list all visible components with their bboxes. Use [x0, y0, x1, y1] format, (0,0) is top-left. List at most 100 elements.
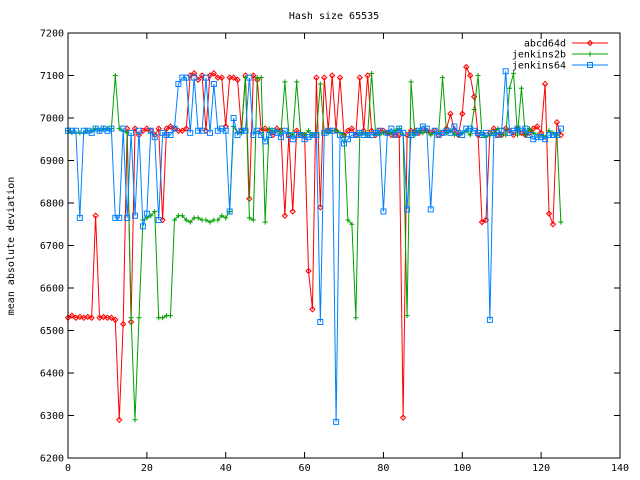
- data-point: [92, 212, 99, 219]
- data-point: [557, 125, 564, 132]
- data-point: [210, 70, 218, 77]
- data-point: [553, 119, 561, 126]
- data-point: [440, 75, 446, 81]
- data-point: [246, 74, 253, 81]
- data-point: [329, 127, 336, 134]
- data-point: [152, 209, 158, 214]
- data-point: [289, 136, 296, 143]
- data-point: [553, 132, 560, 138]
- data-point: [168, 313, 174, 319]
- data-point: [467, 132, 473, 138]
- data-point: [215, 217, 221, 223]
- data-point: [195, 127, 202, 134]
- data-point: [281, 212, 289, 219]
- legend-swatch-marker: [587, 62, 593, 68]
- data-point: [112, 214, 119, 221]
- data-point: [258, 75, 264, 81]
- data-point: [258, 132, 265, 138]
- x-tick-label: 120: [532, 463, 550, 474]
- data-point: [475, 73, 481, 78]
- y-tick-label: 7000: [40, 114, 64, 125]
- y-tick-label: 6500: [40, 326, 64, 337]
- data-point: [218, 74, 225, 81]
- x-tick-label: 0: [65, 463, 71, 474]
- data-point: [349, 221, 355, 227]
- data-point: [463, 63, 470, 71]
- x-tick-label: 100: [453, 463, 471, 474]
- data-point: [305, 267, 312, 275]
- data-point: [183, 125, 190, 132]
- data-point: [431, 127, 438, 134]
- data-point: [289, 208, 296, 215]
- data-point: [230, 74, 237, 81]
- data-point: [427, 206, 434, 213]
- data-point: [486, 316, 493, 323]
- data-point: [502, 68, 509, 75]
- data-point: [119, 320, 127, 328]
- data-point: [171, 125, 178, 132]
- y-tick-label: 7100: [40, 71, 64, 82]
- data-point: [222, 127, 229, 134]
- legend-label: jenkins64: [512, 61, 566, 72]
- y-tick-label: 6700: [40, 241, 64, 252]
- data-point: [187, 219, 193, 225]
- data-point: [380, 208, 387, 215]
- data-point: [345, 217, 351, 223]
- data-point: [199, 127, 206, 134]
- data-point: [313, 74, 320, 81]
- x-tick-label: 80: [377, 463, 389, 474]
- data-point: [399, 414, 407, 421]
- data-point: [344, 127, 352, 134]
- data-point: [549, 221, 557, 228]
- data-point: [341, 140, 347, 147]
- data-point: [511, 70, 517, 76]
- data-point: [135, 127, 142, 134]
- data-point: [534, 134, 541, 141]
- data-point: [348, 125, 356, 132]
- chart-title: Hash size 65535: [289, 11, 379, 22]
- data-point: [277, 134, 284, 141]
- data-point: [203, 74, 209, 81]
- y-tick-label: 6300: [40, 411, 64, 422]
- y-tick-label: 6900: [40, 156, 64, 167]
- data-point: [203, 217, 209, 223]
- data-point: [514, 132, 520, 138]
- data-point: [325, 127, 332, 134]
- data-point: [558, 219, 564, 225]
- data-point: [183, 217, 189, 223]
- y-tick-label: 6800: [40, 199, 64, 210]
- data-point: [451, 123, 458, 130]
- data-point: [360, 132, 367, 138]
- data-point: [364, 132, 371, 138]
- data-point: [128, 315, 134, 321]
- data-point: [266, 132, 273, 138]
- data-point: [542, 136, 549, 143]
- data-point: [404, 313, 410, 319]
- x-tick-label: 60: [299, 463, 311, 474]
- data-point: [306, 128, 312, 134]
- data-point: [191, 74, 198, 81]
- data-point: [463, 125, 470, 132]
- data-point: [80, 127, 87, 134]
- data-point: [447, 129, 454, 136]
- data-point: [183, 74, 190, 81]
- y-axis-label: mean absolute deviation: [6, 177, 17, 315]
- data-point: [273, 129, 280, 136]
- data-point: [238, 127, 245, 134]
- data-point: [132, 417, 138, 423]
- data-point: [242, 127, 249, 134]
- y-tick-label: 6600: [40, 284, 64, 295]
- data-point: [155, 217, 162, 223]
- data-point: [294, 79, 300, 85]
- data-point: [210, 81, 217, 87]
- data-point: [396, 125, 403, 132]
- data-point: [498, 127, 505, 134]
- legend-swatch-marker: [586, 39, 594, 47]
- data-point: [459, 132, 466, 138]
- data-point: [321, 74, 328, 81]
- data-point: [116, 416, 123, 423]
- data-point: [459, 110, 466, 117]
